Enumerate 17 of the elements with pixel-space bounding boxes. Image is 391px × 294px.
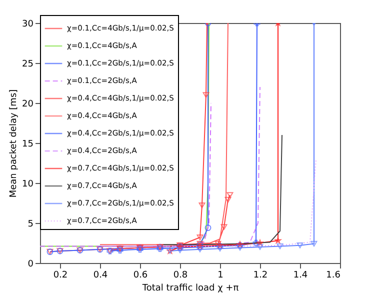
- x-tick-label: 1.4: [293, 270, 308, 280]
- y-tick-label: 10: [22, 180, 34, 190]
- y-tick-label: 0: [28, 260, 34, 270]
- x-tick-label: 0.6: [133, 270, 148, 280]
- x-tick-label: 1.6: [326, 270, 341, 280]
- y-tick-label: 5: [28, 220, 34, 230]
- x-tick-label: 0.2: [53, 270, 68, 280]
- y-tick-label: 20: [22, 100, 34, 110]
- y-axis-title: Mean packet delay [ms]: [9, 89, 20, 198]
- x-tick-label: 1: [218, 270, 224, 280]
- y-tick-label: 30: [22, 20, 34, 30]
- x-tick-label: 0.8: [173, 270, 188, 280]
- x-tick-label: 1.2: [253, 270, 268, 280]
- y-tick-label: 15: [22, 140, 34, 150]
- y-tick-label: 25: [22, 60, 34, 70]
- x-axis-title: Total traffic load χ +π: [141, 284, 240, 294]
- x-tick-label: 0.4: [93, 270, 108, 280]
